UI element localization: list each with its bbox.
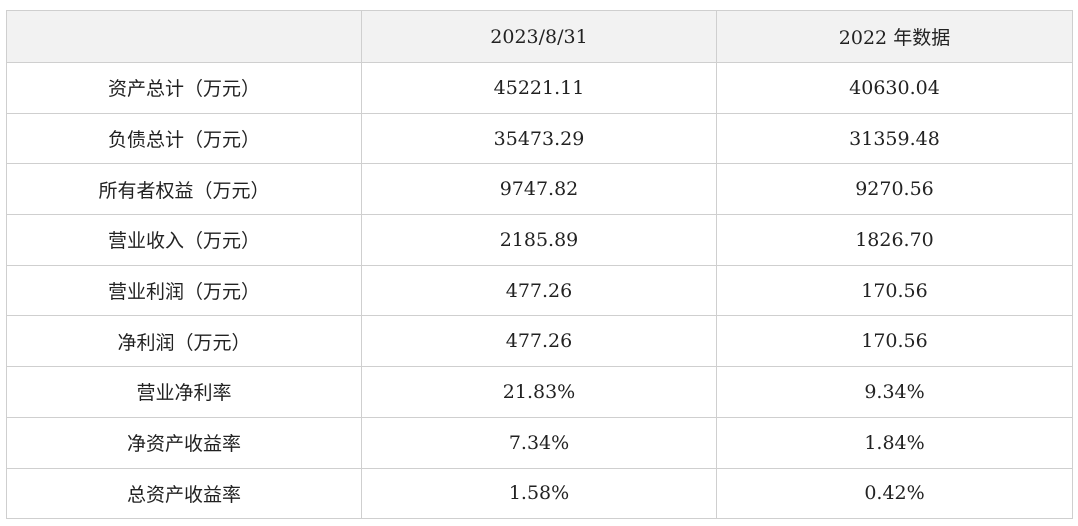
table-row: 负债总计（万元） 35473.29 31359.48	[6, 112, 1073, 165]
cell: 170.56	[716, 264, 1073, 317]
cell: 170.56	[716, 315, 1073, 368]
table-row: 净资产收益率 7.34% 1.84%	[6, 416, 1073, 469]
cell: 477.26	[361, 315, 717, 368]
table-row: 净利润（万元） 477.26 170.56	[6, 315, 1073, 368]
cell: 40630.04	[716, 62, 1073, 114]
cell: 9270.56	[716, 163, 1073, 216]
row-label: 资产总计（万元）	[6, 62, 362, 114]
table-row: 营业收入（万元） 2185.89 1826.70	[6, 214, 1073, 266]
cell: 1.58%	[361, 467, 717, 520]
row-label: 营业利润（万元）	[6, 264, 362, 317]
header-row: 2023/8/31 2022 年数据	[6, 10, 1073, 63]
header-cell: 2022 年数据	[716, 10, 1073, 63]
cell: 1826.70	[716, 214, 1073, 266]
row-label: 负债总计（万元）	[6, 112, 362, 165]
cell: 21.83%	[361, 366, 717, 418]
table-row: 所有者权益（万元） 9747.82 9270.56	[6, 163, 1073, 216]
table-row: 营业净利率 21.83% 9.34%	[6, 366, 1073, 418]
cell: 2185.89	[361, 214, 717, 266]
data-table: 2023/8/31 2022 年数据 资产总计（万元） 45221.11 40630…	[6, 10, 1073, 520]
cell: 7.34%	[361, 416, 717, 469]
table-row: 营业利润（万元） 477.26 170.56	[6, 264, 1073, 317]
table-body: 资产总计（万元） 45221.11 40630.04 负债总计（万元） 35473.29…	[6, 62, 1073, 520]
cell: 45221.11	[361, 62, 717, 114]
header-cell	[6, 10, 362, 63]
table-header: 2023/8/31 2022 年数据	[6, 10, 1073, 63]
row-label: 所有者权益（万元）	[6, 163, 362, 216]
cell: 1.84%	[716, 416, 1073, 469]
header-cell: 2023/8/31	[361, 10, 717, 63]
cell: 0.42%	[716, 467, 1073, 520]
row-label: 营业收入（万元）	[6, 214, 362, 266]
row-label: 营业净利率	[6, 366, 362, 418]
cell: 35473.29	[361, 112, 717, 165]
cell: 31359.48	[716, 112, 1073, 165]
row-label: 净资产收益率	[6, 416, 362, 469]
table-row: 资产总计（万元） 45221.11 40630.04	[6, 62, 1073, 114]
row-label: 净利润（万元）	[6, 315, 362, 368]
cell: 477.26	[361, 264, 717, 317]
cell: 9.34%	[716, 366, 1073, 418]
row-label: 总资产收益率	[6, 467, 362, 520]
table-row: 总资产收益率 1.58% 0.42%	[6, 467, 1073, 520]
cell: 9747.82	[361, 163, 717, 216]
